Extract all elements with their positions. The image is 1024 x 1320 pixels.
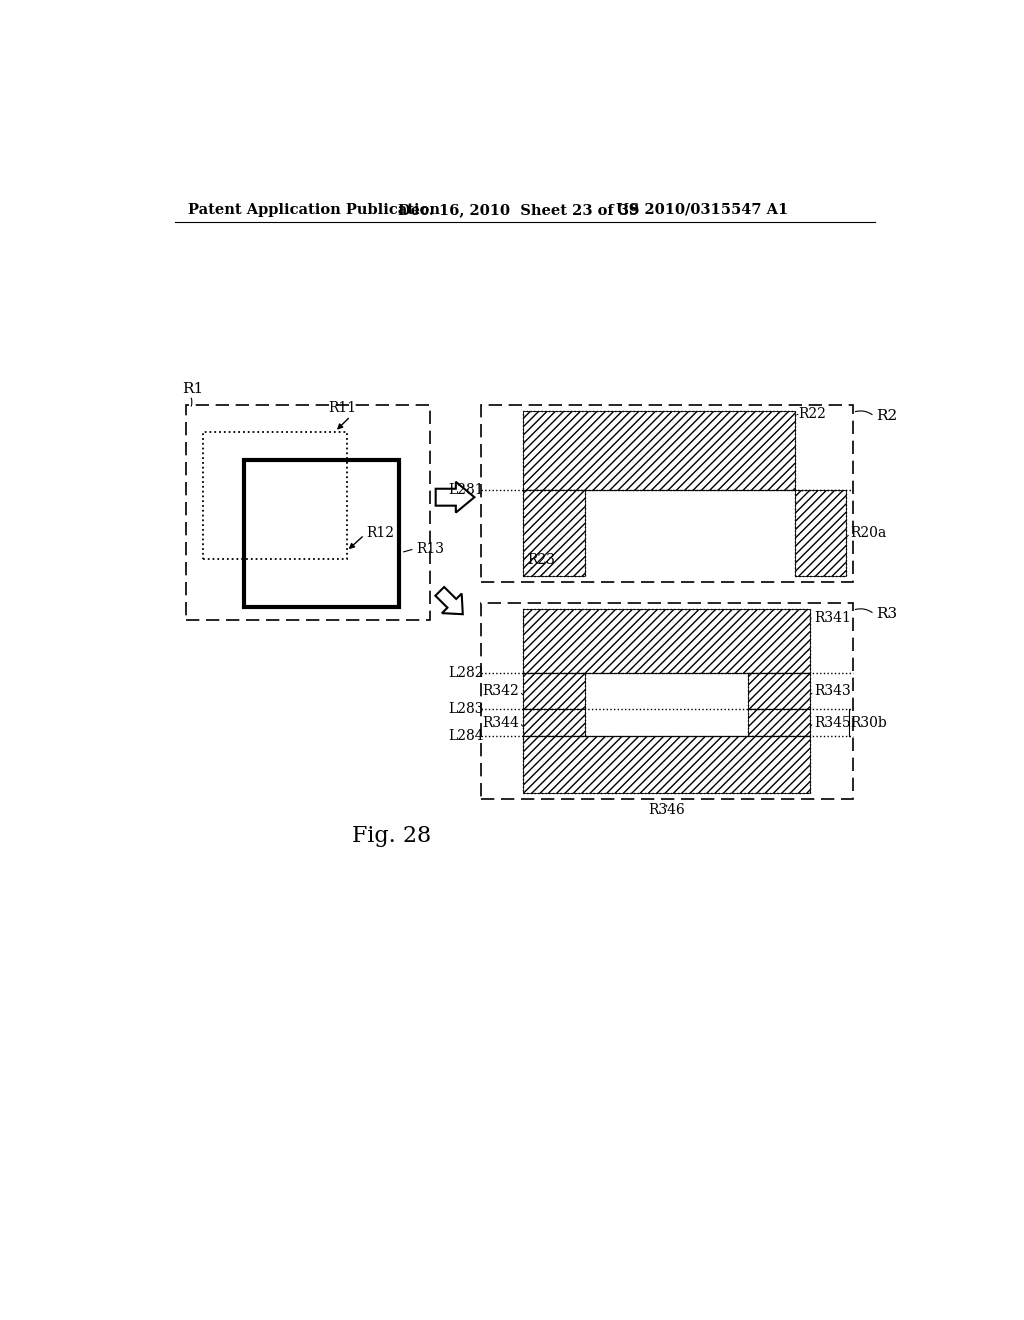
Text: R342: R342 xyxy=(482,684,519,698)
Bar xyxy=(480,603,853,799)
Polygon shape xyxy=(435,587,463,614)
Bar xyxy=(748,673,810,709)
Text: R345: R345 xyxy=(814,715,851,730)
Text: R346: R346 xyxy=(648,803,685,817)
Bar xyxy=(523,490,586,576)
Bar xyxy=(245,461,399,607)
Text: R11: R11 xyxy=(329,401,356,414)
Polygon shape xyxy=(435,482,474,512)
Text: R343: R343 xyxy=(814,684,851,698)
Text: R23: R23 xyxy=(527,553,555,566)
Bar xyxy=(748,673,810,709)
Text: R13: R13 xyxy=(417,541,444,556)
Text: L284: L284 xyxy=(449,729,483,743)
Bar xyxy=(203,432,346,558)
Text: US 2010/0315547 A1: US 2010/0315547 A1 xyxy=(616,203,788,216)
Text: R1: R1 xyxy=(182,381,204,396)
Bar xyxy=(523,709,586,737)
Bar xyxy=(523,673,586,709)
Text: R30b: R30b xyxy=(850,715,887,730)
Text: L282: L282 xyxy=(449,665,483,680)
Text: L283: L283 xyxy=(449,702,483,715)
Text: L281: L281 xyxy=(449,483,483,498)
Bar xyxy=(523,709,586,737)
Text: Patent Application Publication: Patent Application Publication xyxy=(188,203,440,216)
Bar xyxy=(523,411,795,490)
Bar xyxy=(523,737,810,793)
Bar xyxy=(186,405,430,620)
Text: R3: R3 xyxy=(876,607,897,622)
Text: R341: R341 xyxy=(814,611,851,626)
Bar xyxy=(523,673,586,709)
Bar xyxy=(523,411,795,490)
Text: R12: R12 xyxy=(366,527,394,540)
Text: R344: R344 xyxy=(482,715,519,730)
Text: Fig. 28: Fig. 28 xyxy=(352,825,431,847)
Bar xyxy=(748,709,810,737)
Bar xyxy=(795,490,847,576)
Bar xyxy=(748,709,810,737)
Text: R2: R2 xyxy=(876,409,897,424)
Bar xyxy=(480,405,853,582)
Bar xyxy=(523,609,810,673)
Bar xyxy=(523,609,810,673)
Text: R20a: R20a xyxy=(850,527,887,540)
Bar xyxy=(523,490,586,576)
Text: R22: R22 xyxy=(799,407,826,421)
Bar xyxy=(523,737,810,793)
Bar xyxy=(795,490,847,576)
Text: Dec. 16, 2010  Sheet 23 of 39: Dec. 16, 2010 Sheet 23 of 39 xyxy=(397,203,639,216)
